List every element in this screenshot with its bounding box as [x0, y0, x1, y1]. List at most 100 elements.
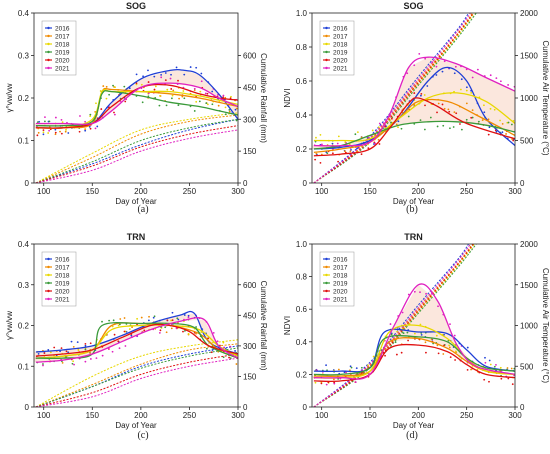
- secondary-series-2016: [313, 13, 470, 183]
- y-tick-label: 0.6: [296, 305, 308, 314]
- scatter-point-2019: [153, 315, 156, 318]
- scatter-point-2018: [95, 102, 97, 105]
- scatter-point-2020: [378, 143, 381, 145]
- scatter-point-2021: [124, 345, 127, 347]
- scatter-point-2019: [71, 362, 74, 365]
- legend-box: [319, 20, 355, 76]
- secondary-series-2017: [35, 114, 238, 183]
- y-tick-label: 1.0: [296, 9, 308, 18]
- scatter-point-2021: [476, 68, 479, 71]
- secondary-series-2017: [313, 13, 473, 183]
- scatter-point-2020: [100, 108, 103, 110]
- legend-label-2017: 2017: [333, 264, 348, 271]
- scatter-point-2021: [79, 115, 81, 117]
- legend-label-2016: 2016: [55, 256, 70, 263]
- chart-title: TRN: [404, 232, 423, 242]
- scatter-point-2017: [501, 123, 504, 125]
- scatter-point-2020: [420, 92, 423, 95]
- plot-area: [34, 66, 238, 183]
- scatter-point-2018: [154, 85, 157, 88]
- x-tick-label: 250: [460, 411, 474, 420]
- scatter-point-2018: [493, 108, 496, 111]
- scatter-point-2021: [147, 92, 150, 95]
- scatter-point-2021: [48, 129, 51, 132]
- scatter-point-2016: [135, 73, 138, 76]
- scatter-point-2018: [47, 132, 50, 134]
- x-tick-label: 200: [412, 411, 426, 420]
- x-tick-label: 150: [86, 187, 100, 196]
- plot-area: [312, 13, 515, 183]
- scatter-point-2016: [420, 94, 422, 97]
- scatter-point-2020: [395, 353, 398, 356]
- scatter-point-2020: [60, 347, 63, 349]
- scatter-point-2020: [65, 350, 68, 353]
- y2-tick-label: 0: [243, 403, 248, 412]
- scatter-point-2020: [448, 110, 451, 113]
- scatter-point-2020: [500, 377, 503, 380]
- scatter-point-2016: [211, 90, 214, 93]
- x-tick-label: 300: [508, 411, 522, 420]
- y2-tick-label: 1500: [520, 281, 538, 290]
- secondary-series-2018: [35, 339, 238, 407]
- legend-label-2016: 2016: [333, 25, 348, 32]
- scatter-point-2021: [443, 60, 446, 63]
- scatter-point-2020: [314, 158, 317, 161]
- scatter-point-2019: [205, 102, 208, 104]
- scatter-point-2021: [193, 87, 196, 90]
- scatter-point-2017: [465, 102, 468, 105]
- scatter-point-2016: [37, 352, 40, 355]
- series-line-2021: [35, 317, 238, 363]
- scatter-point-2019: [141, 101, 144, 104]
- legend-label-2018: 2018: [333, 272, 348, 279]
- legend-marker-2016: [47, 257, 50, 261]
- scatter-point-2016: [453, 72, 456, 75]
- legend-marker-2020: [47, 289, 50, 293]
- legend-marker-2020: [325, 58, 328, 62]
- scatter-point-2020: [400, 351, 403, 354]
- y2-tick-label: 2000: [520, 240, 538, 249]
- scatter-point-2021: [113, 113, 116, 116]
- scatter-point-2017: [315, 152, 318, 155]
- x-tick-label: 150: [363, 187, 377, 196]
- scatter-point-2020: [470, 116, 473, 119]
- scatter-point-2019: [419, 119, 422, 122]
- scatter-point-2020: [407, 339, 409, 342]
- scatter-point-2019: [493, 365, 496, 368]
- chart-title: SOG: [126, 1, 146, 11]
- y-tick-label: 1.0: [296, 240, 308, 249]
- secondary-series-2021: [35, 129, 238, 183]
- scatter-point-2016: [355, 367, 358, 370]
- scatter-point-2020: [413, 92, 416, 94]
- scatter-point-2021: [484, 361, 487, 364]
- scatter-point-2018: [435, 334, 438, 337]
- scatter-point-2020: [331, 152, 334, 155]
- y-tick-label: 0.4: [18, 9, 30, 18]
- y2-axis-label: Cumulative Rainfall (mm): [259, 53, 268, 143]
- scatter-point-2018: [182, 90, 185, 92]
- scatter-point-2020: [123, 330, 126, 333]
- scatter-point-2020: [143, 329, 146, 332]
- scatter-point-2018: [470, 92, 473, 94]
- scatter-point-2021: [321, 143, 323, 146]
- scatter-point-2020: [441, 103, 444, 106]
- scatter-point-2018: [187, 332, 190, 335]
- scatter-point-2019: [112, 84, 114, 87]
- y-axis-label: γ°vw/vw: [5, 83, 14, 112]
- legend-label-2020: 2020: [55, 288, 70, 295]
- scatter-point-2017: [505, 133, 507, 135]
- x-tick-label: 200: [134, 411, 148, 420]
- scatter-point-2020: [171, 319, 174, 322]
- series-line-2017: [35, 87, 238, 129]
- secondary-series-2020: [313, 13, 474, 183]
- scatter-point-2019: [42, 363, 44, 365]
- scatter-point-2016: [483, 111, 486, 114]
- legend-marker-2020: [47, 58, 50, 62]
- legend-marker-2016: [325, 257, 328, 261]
- scatter-point-2017: [228, 110, 231, 113]
- scatter-point-2021: [435, 65, 438, 68]
- scatter-point-2019: [123, 85, 126, 88]
- y-tick-label: 0.8: [296, 273, 308, 282]
- scatter-point-2017: [442, 353, 445, 355]
